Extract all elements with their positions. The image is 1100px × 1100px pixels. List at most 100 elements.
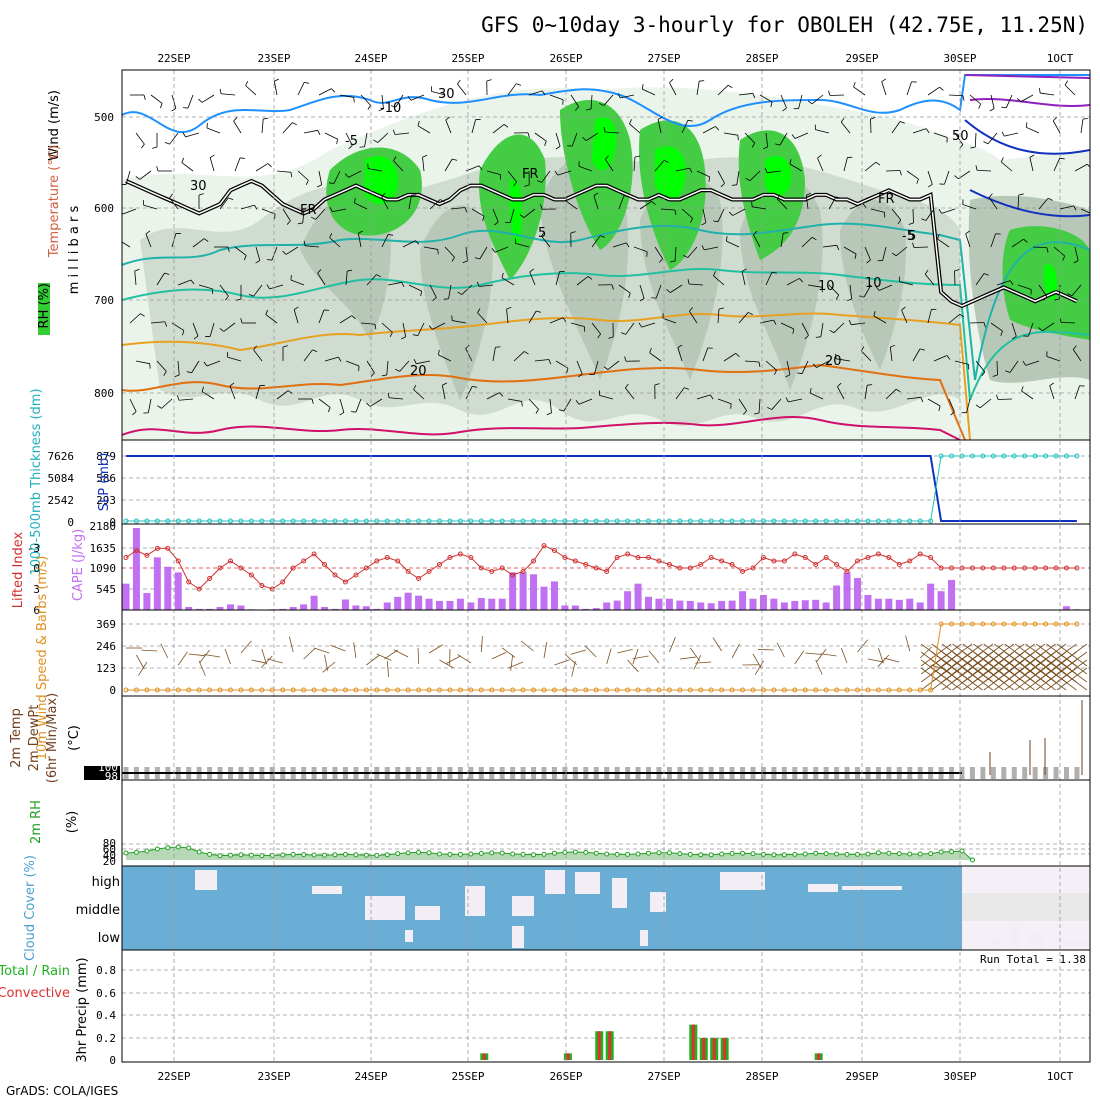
upper-barb-flag [374,324,377,330]
rh2m-point [457,851,463,857]
upper-barb [801,322,809,336]
upper-barb-flag [203,238,209,242]
upper-barb-flag [1049,382,1055,387]
li-point [990,565,996,571]
upper-barb-flag [718,307,724,310]
upper-barb-flag [783,232,789,234]
wind10m-barb [857,639,869,653]
upper-barb-flag [735,353,740,357]
contour-label: 5 [908,229,916,244]
upper-barb [704,246,719,251]
cape-axis: 2180 1635 1090 545 [90,520,117,596]
upper-barb [501,277,515,286]
upper-barb [571,132,578,147]
upper-barb-flag [1046,247,1049,253]
upper-barb-flag [558,409,564,412]
upper-barb-flag [983,141,989,145]
upper-barb-flag [835,294,840,300]
thickness-point [520,518,526,524]
upper-barb [988,197,998,210]
thickness-tick: 7626 [48,450,75,463]
upper-barb [717,170,725,184]
precip-series [480,1024,823,1060]
upper-barb [805,195,809,210]
cape-bar [749,598,757,610]
upper-barb-flag [311,398,314,404]
thickness-point [499,518,505,524]
upper-barb [948,398,955,413]
upper-barb-flag [1086,163,1090,168]
li-label: Lifted Index [11,531,26,608]
upper-barb-flag [836,245,840,251]
rh2m-point [907,851,913,857]
cape-bar [164,566,172,610]
upper-barb-flag [1059,157,1065,160]
temp2m-panel: 100 98 2m Temp 2m DewPt (6hr Min/Max) (°… [9,693,1083,783]
legend-temperature: Temperature (°C) [47,145,62,258]
upper-barb [696,170,710,178]
rh2m-point [646,850,651,856]
upper-barb-flag [494,221,499,226]
upper-air-panel: -5 -10 5 10 20 FR FR FR 30 30 -5 5 10 20… [37,70,1090,440]
upper-barb [1017,194,1020,210]
upper-barb [717,84,729,96]
upper-barb-flag [670,260,676,263]
upper-barb-flag [134,268,140,272]
precip-bar-convective [817,1053,821,1060]
upper-barb-flag [677,344,683,348]
upper-barb [145,233,152,248]
thickness-point [844,518,850,524]
upper-barb [1032,246,1048,249]
upper-barb [563,398,572,412]
upper-barb [303,349,313,362]
upper-barb [381,196,389,210]
upper-barb [969,94,981,105]
upper-barb-flag [317,269,322,274]
upper-barb-flag [983,322,986,328]
contour-label: 20 [410,364,427,379]
cloud-axis: high middle low [76,875,121,946]
upper-barb-flag [304,82,310,84]
cape-tick: 2180 [90,520,117,533]
thickness-point [363,518,369,524]
rh2m-point [792,851,798,857]
upper-barb-flag [937,234,940,240]
upper-barb [139,170,152,180]
upper-barb-flag [828,90,831,96]
wind-speed-point [834,687,840,693]
upper-barb-flag [387,392,390,398]
upper-barb-flag [728,211,733,216]
thickness-point [625,518,631,524]
rh2m-point [760,851,766,857]
upper-barb-flag [440,199,445,203]
upper-barb [494,246,509,253]
upper-barb [780,322,794,330]
upper-barb [941,208,956,214]
rh2m-point [583,849,589,855]
wind-speed-point [186,687,192,693]
upper-barb [339,398,345,413]
upper-barb-flag [837,382,842,387]
upper-barb-flag [198,98,203,103]
upper-barb [206,127,221,134]
wind-speed-point [583,687,589,693]
slp-tick: 293 [96,494,116,507]
thickness-point [855,518,860,524]
thickness-point [834,518,840,524]
upper-barb-flag [482,216,485,222]
cape-bar [645,596,652,610]
upper-barb [201,391,215,400]
upper-barb [976,169,992,172]
upper-barb-flag [1025,122,1028,128]
upper-barb [134,271,137,286]
upper-barb [779,132,788,146]
upper-barb-flag [753,230,758,235]
upper-barb [465,386,473,400]
upper-barb [555,132,561,147]
thickness-axis: 7626 5084 2542 0 [48,450,75,529]
rh2m-point [928,851,934,857]
bottom-date-label: 29SEP [845,1070,878,1083]
upper-barb [1025,360,1040,366]
precip-ylabel: 3hr Precip (mm) [75,957,90,1062]
upper-barb [245,85,257,96]
